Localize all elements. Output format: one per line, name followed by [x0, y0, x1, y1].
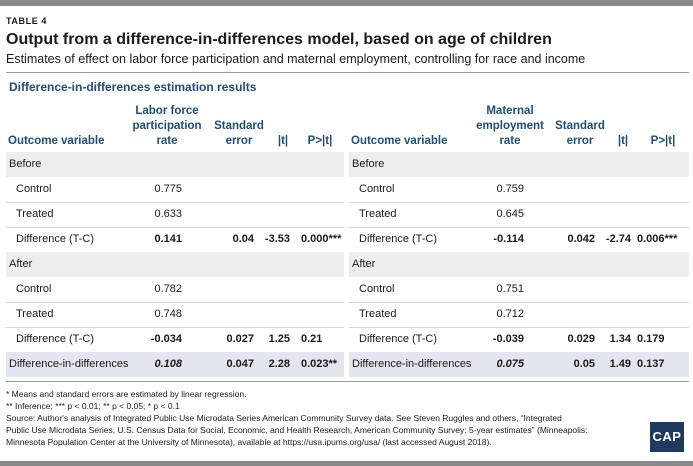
header-p: P>|t|: [307, 135, 333, 147]
table-row: Treated 0.633: [16, 208, 182, 220]
table-row: Difference (T-C) -0.039 0.029 1.34 0.179: [359, 333, 665, 345]
section-title: Difference-in-differences estimation res…: [9, 80, 257, 94]
table-row: Control 0.751: [359, 283, 524, 295]
header-p: P>|t|: [650, 135, 676, 147]
group-row-before: Before: [6, 152, 344, 177]
table-subtitle: Estimates of effect on labor force parti…: [6, 52, 586, 66]
footnote-source: Source: Author's analysis of Integrated …: [6, 413, 562, 423]
did-row: Difference-in-differences 0.075 0.05 1.4…: [349, 352, 689, 377]
header-t: |t|: [617, 135, 629, 147]
header-standard-error: Standard error: [214, 120, 264, 147]
table-row: Treated 0.712: [359, 308, 524, 320]
header-rate: Labor force participation rate: [132, 105, 202, 147]
footnote-source: Public Use Microdata Series, U.S. Census…: [6, 425, 588, 435]
header-t: |t|: [277, 135, 289, 147]
right-panel: Outcome variable Maternal employment rat…: [349, 98, 689, 377]
table-row: Difference (T-C) -0.114 0.042 -2.74 0.00…: [359, 233, 678, 245]
table-title: Output from a difference-in-differences …: [6, 31, 552, 48]
header-rate: Maternal employment rate: [476, 105, 544, 147]
header-outcome-variable: Outcome variable: [8, 135, 105, 147]
table-row: Difference (T-C) 0.141 0.04 -3.53 0.000*…: [16, 233, 342, 245]
footnote-regression: * Means and standard errors are estimate…: [6, 389, 247, 399]
footnote-source: Minnesota Population Center at the Unive…: [6, 437, 492, 447]
title-rule: [6, 72, 689, 73]
bottom-border: [0, 461, 693, 466]
left-panel: Outcome variable Labor force participati…: [6, 98, 344, 377]
did-row: Difference-in-differences 0.108 0.047 2.…: [6, 352, 344, 377]
group-row-before: Before: [349, 152, 689, 177]
table-row: Difference (T-C) -0.034 0.027 1.25 0.21: [16, 333, 323, 345]
table-row: Control 0.759: [359, 183, 524, 195]
header-standard-error: Standard error: [555, 120, 605, 147]
table-row: Treated 0.645: [359, 208, 524, 220]
table-label: TABLE 4: [6, 16, 48, 26]
footnotes: * Means and standard errors are estimate…: [6, 388, 646, 448]
footer-rule: [6, 381, 689, 382]
group-row-after: After: [6, 252, 344, 277]
table-row: Control 0.775: [16, 183, 182, 195]
table-row: Control 0.782: [16, 283, 182, 295]
top-border: [0, 0, 693, 6]
cap-logo: CAP: [650, 422, 684, 452]
footnote-inference: ** Inference; *** p < 0.01; ** p < 0.05;…: [6, 401, 180, 411]
table-row: Treated 0.748: [16, 308, 182, 320]
group-row-after: After: [349, 252, 689, 277]
header-outcome-variable: Outcome variable: [351, 135, 448, 147]
